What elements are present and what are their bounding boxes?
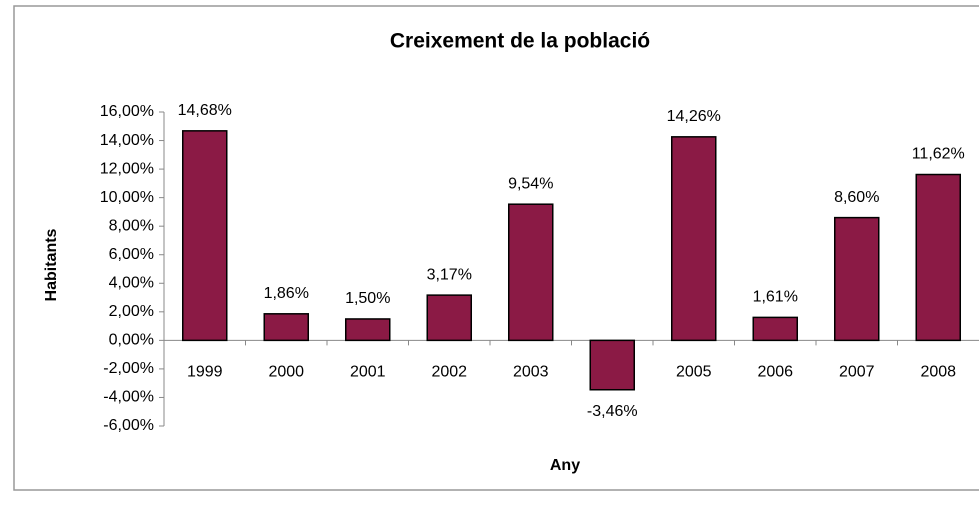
bar	[915, 173, 962, 342]
value-label: 1,50%	[345, 290, 390, 307]
value-label: 8,60%	[834, 189, 879, 206]
bar	[344, 318, 391, 342]
value-label: 14,68%	[178, 102, 232, 119]
y-tick-label: 12,00%	[100, 160, 154, 177]
bar	[833, 216, 880, 342]
x-tick-label: 2005	[676, 364, 712, 381]
x-tick-label: 2001	[350, 364, 386, 381]
x-tick-label: 2002	[431, 364, 467, 381]
bar	[752, 316, 799, 342]
y-tick-label: 2,00%	[109, 303, 154, 320]
y-tick-label: 8,00%	[109, 217, 154, 234]
value-label: 3,17%	[427, 266, 472, 283]
bar	[426, 294, 473, 342]
chart-frame	[13, 5, 979, 491]
bar	[263, 313, 310, 342]
value-label: 14,26%	[667, 108, 721, 125]
chart-title: Creixement de la població	[390, 30, 650, 53]
x-tick-label: 2008	[920, 364, 956, 381]
value-label: 1,86%	[264, 285, 309, 302]
value-label: 9,54%	[508, 175, 553, 192]
bar	[181, 130, 228, 342]
value-label: 1,61%	[753, 289, 798, 306]
x-tick-label: 1999	[187, 364, 223, 381]
y-tick-label: 16,00%	[100, 103, 154, 120]
y-tick-label: -6,00%	[103, 417, 154, 434]
x-tick-label: 2000	[268, 364, 304, 381]
bar	[670, 136, 717, 342]
y-tick-label: 14,00%	[100, 132, 154, 149]
bar	[589, 339, 636, 391]
y-tick-label: 0,00%	[109, 332, 154, 349]
y-tick-label: 10,00%	[100, 189, 154, 206]
x-axis-title: Any	[550, 457, 580, 474]
x-tick-label: 2003	[513, 364, 549, 381]
x-tick-label: 2006	[757, 364, 793, 381]
y-tick-label: -2,00%	[103, 360, 154, 377]
y-tick-label: -4,00%	[103, 389, 154, 406]
y-tick-label: 4,00%	[109, 274, 154, 291]
value-label: -3,46%	[587, 403, 638, 420]
value-label: 11,62%	[912, 146, 965, 163]
bar	[507, 203, 554, 342]
y-tick-label: 6,00%	[109, 246, 154, 263]
y-axis-title: Habitants	[43, 228, 60, 301]
x-tick-label: 2007	[839, 364, 875, 381]
